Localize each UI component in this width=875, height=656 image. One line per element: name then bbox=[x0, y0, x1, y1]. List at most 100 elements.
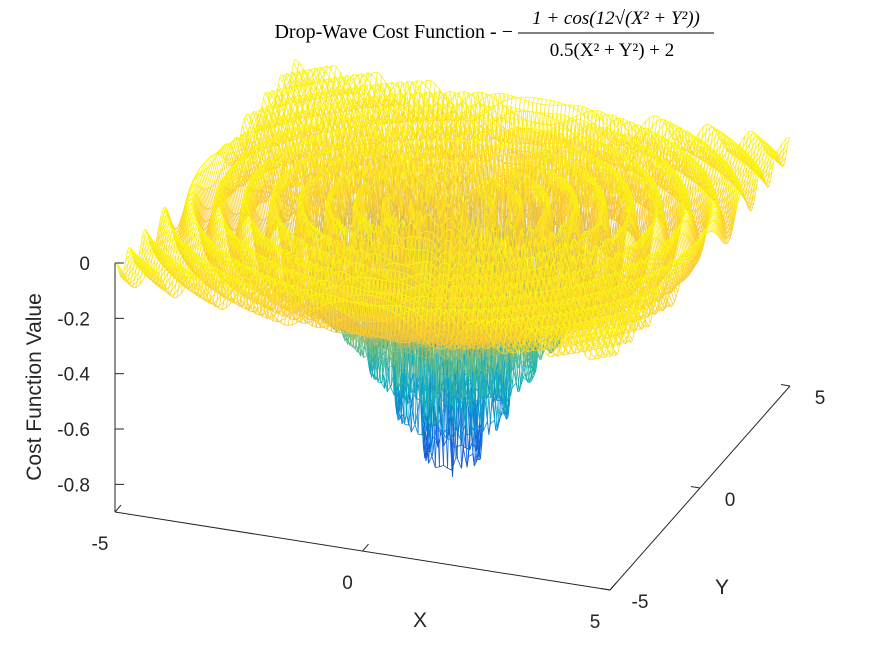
mesh-segment bbox=[217, 155, 221, 172]
mesh-segment bbox=[555, 101, 559, 102]
mesh-segment bbox=[534, 98, 538, 99]
mesh-segment bbox=[431, 81, 435, 84]
mesh-segment bbox=[255, 128, 259, 129]
mesh-segment bbox=[547, 100, 551, 101]
mesh-segment bbox=[332, 65, 336, 67]
mesh-segment bbox=[318, 121, 322, 122]
mesh-segment bbox=[533, 103, 537, 104]
mesh-segment bbox=[549, 100, 551, 105]
chart-title-prefix: Drop-Wave Cost Function - − bbox=[274, 21, 513, 43]
mesh-segment bbox=[426, 92, 427, 101]
surface-mesh bbox=[115, 59, 790, 477]
mesh-segment bbox=[498, 117, 500, 133]
mesh-segment bbox=[372, 73, 374, 75]
mesh-segment bbox=[211, 156, 215, 158]
mesh-segment bbox=[264, 93, 266, 98]
mesh-segment bbox=[336, 67, 340, 73]
mesh-segment bbox=[551, 100, 555, 101]
mesh-segment bbox=[435, 84, 439, 89]
mesh-segment bbox=[214, 160, 218, 178]
mesh-segment bbox=[446, 93, 448, 105]
mesh-segment bbox=[215, 158, 219, 176]
mesh-segment bbox=[333, 103, 337, 104]
mesh-segment bbox=[208, 159, 212, 163]
mesh-segment bbox=[241, 126, 243, 134]
mesh-segment bbox=[464, 92, 466, 99]
mesh-segment bbox=[537, 103, 541, 104]
mesh-segment bbox=[292, 63, 294, 71]
mesh-segment bbox=[211, 164, 215, 183]
mesh-segment bbox=[500, 93, 502, 102]
mesh-segment bbox=[450, 91, 454, 92]
mesh-segment bbox=[541, 99, 543, 104]
mesh-segment bbox=[280, 75, 282, 78]
mesh-segment bbox=[504, 94, 508, 95]
mesh-segment bbox=[331, 68, 335, 75]
mesh-segment bbox=[476, 92, 478, 99]
mesh-segment bbox=[366, 85, 368, 86]
mesh-segment bbox=[279, 89, 283, 90]
mesh-segment bbox=[508, 128, 512, 129]
mesh-segment bbox=[417, 92, 419, 101]
mesh-segment bbox=[378, 72, 382, 76]
mesh-segment bbox=[430, 81, 432, 91]
mesh-segment bbox=[417, 81, 421, 82]
mesh-segment bbox=[358, 111, 362, 112]
mesh-segment bbox=[295, 59, 299, 62]
mesh-segment bbox=[538, 98, 542, 99]
mesh-segment bbox=[243, 120, 245, 126]
mesh-segment bbox=[408, 81, 410, 88]
mesh-segment bbox=[367, 85, 371, 86]
mesh-segment bbox=[199, 170, 203, 172]
mesh-segment bbox=[498, 114, 502, 117]
mesh-segment bbox=[543, 99, 547, 100]
mesh-segment bbox=[406, 85, 410, 92]
mesh-segment bbox=[480, 92, 482, 103]
mesh-segment bbox=[210, 157, 214, 160]
mesh-segment bbox=[355, 75, 357, 83]
mesh-segment bbox=[520, 99, 524, 100]
chart-title: Drop-Wave Cost Function - − 1 + cos(12√(… bbox=[274, 8, 714, 61]
mesh-segment bbox=[207, 159, 209, 161]
mesh-segment bbox=[403, 84, 405, 94]
mesh-segment bbox=[460, 92, 464, 93]
mesh-segment bbox=[426, 85, 430, 91]
mesh-segment bbox=[420, 81, 422, 92]
mesh-segment bbox=[299, 62, 303, 69]
mesh-segment bbox=[494, 94, 496, 99]
mesh-segment bbox=[545, 100, 547, 105]
mesh-segment bbox=[204, 162, 206, 164]
mesh-segment bbox=[376, 96, 380, 97]
mesh-segment bbox=[503, 105, 505, 115]
mesh-segment bbox=[279, 77, 281, 84]
mesh-segment bbox=[507, 118, 509, 130]
mesh-segment bbox=[246, 114, 248, 116]
mesh-segment bbox=[529, 101, 533, 102]
mesh-segment bbox=[474, 93, 476, 105]
mesh-segment bbox=[244, 115, 246, 119]
mesh-segment bbox=[553, 101, 555, 105]
mesh-segment bbox=[205, 160, 207, 162]
mesh-segment bbox=[417, 81, 419, 88]
mesh-segment bbox=[283, 77, 285, 82]
mesh-segment bbox=[474, 92, 478, 93]
mesh-segment bbox=[559, 102, 563, 103]
mesh-segment bbox=[502, 94, 504, 105]
mesh-segment bbox=[325, 70, 329, 77]
mesh-segment bbox=[201, 168, 205, 171]
chart-title-denominator: 0.5(X² + Y²) + 2 bbox=[550, 40, 674, 61]
mesh-segment bbox=[329, 68, 331, 77]
mesh-segment bbox=[398, 82, 402, 83]
mesh-segment bbox=[541, 104, 545, 105]
mesh-segment bbox=[364, 75, 366, 83]
mesh-segment bbox=[382, 76, 386, 83]
mesh-segment bbox=[335, 67, 337, 75]
mesh-segment bbox=[574, 105, 578, 106]
mesh-segment bbox=[462, 92, 464, 101]
mesh-segment bbox=[435, 115, 439, 116]
mesh-segment bbox=[316, 110, 318, 118]
mesh-segment bbox=[502, 117, 504, 131]
mesh-segment bbox=[417, 92, 421, 93]
